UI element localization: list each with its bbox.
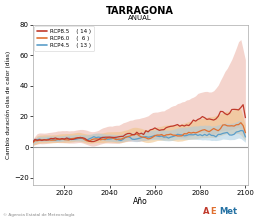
Text: ANUAL: ANUAL (128, 15, 152, 21)
Title: TARRAGONA: TARRAGONA (106, 5, 174, 15)
Text: © Agencia Estatal de Meteorología: © Agencia Estatal de Meteorología (3, 213, 74, 217)
Text: A: A (203, 207, 209, 216)
Text: Met: Met (220, 207, 238, 216)
Y-axis label: Cambio duración olas de calor (días): Cambio duración olas de calor (días) (5, 51, 11, 159)
Text: E: E (211, 207, 216, 216)
X-axis label: Año: Año (133, 197, 148, 206)
Legend: RCP8.5    ( 14 ), RCP6.0    (  6 ), RCP4.5    ( 13 ): RCP8.5 ( 14 ), RCP6.0 ( 6 ), RCP4.5 ( 13… (34, 26, 94, 51)
